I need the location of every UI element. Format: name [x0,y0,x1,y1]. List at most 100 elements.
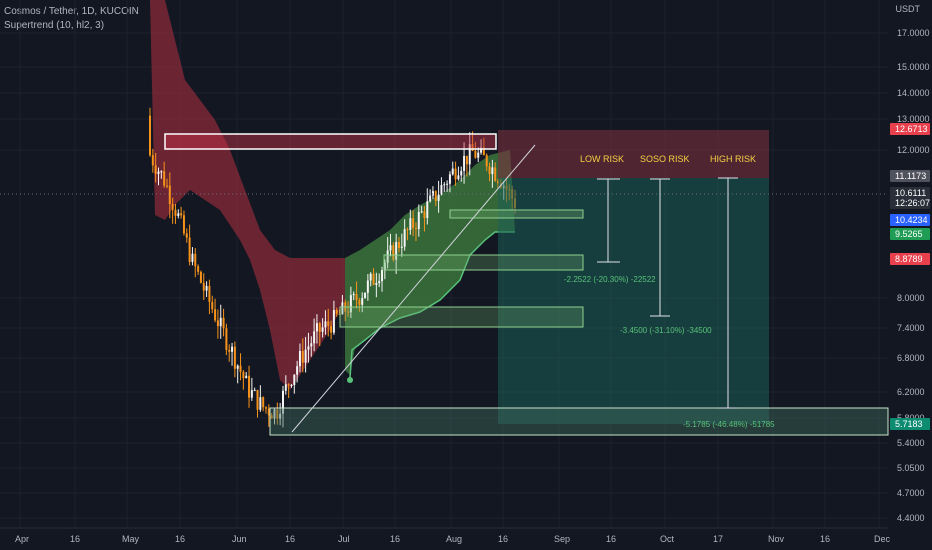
candle-body [188,237,191,262]
time-tick-label: 17 [713,534,723,544]
resistance-box[interactable] [164,133,497,150]
price-badge-value: 12.6713 [895,124,928,134]
time-tick-label: Dec [874,534,891,544]
price-badge [890,123,930,135]
candle-body [403,229,406,247]
price-badge-timer: 12:26:07 [895,198,930,208]
soso-risk-label: SOSO RISK [640,154,690,164]
support-box-3[interactable] [339,306,584,328]
candle-body [276,409,279,419]
measure-arrows [597,177,738,409]
support-box-1[interactable] [449,209,584,219]
time-tick-label: Aug [446,534,462,544]
time-tick-label: Jul [338,534,350,544]
candle-body [219,317,222,327]
price-badge-value: 9.5265 [895,229,923,239]
supertrend-down-zone [150,0,345,390]
candle-body [202,282,205,291]
candle-body [409,218,412,230]
price-badge-value: 10.4234 [895,215,928,225]
candle-body [330,325,333,333]
candle-body [443,184,446,186]
high-risk-label: HIGH RISK [710,154,756,164]
candle-body [296,366,299,375]
price-axis[interactable]: 17.0000 15.0000 14.0000 13.0000 12.0000 8.000… [897,28,930,523]
time-tick-label: Oct [660,534,675,544]
candle-body [304,349,307,363]
support-box-2[interactable] [383,254,584,271]
candle-body [480,147,483,153]
candle-body [270,415,273,419]
candle-body [231,346,234,352]
measure-soso-risk: -3.4500 (-31.10%) -34500 [620,326,712,335]
candle-body [341,302,344,315]
time-axis[interactable]: Apr 16 May 16 Jun 16 Jul 16 Aug 16 Sep 16 Oct 17 Nov 16… [0,527,891,544]
candle-body [236,365,239,369]
candle-body [332,310,335,333]
price-badge [890,228,930,240]
time-tick-label: Nov [768,534,785,544]
candle-body [471,144,474,151]
candle-body [392,245,395,260]
candle-body [253,390,256,392]
candle-body [412,218,415,228]
ascending-trendline[interactable] [291,144,536,433]
price-tick-label: 13.0000 [897,114,930,124]
price-badge [890,418,930,430]
candle-body [406,229,409,231]
candle-body [245,375,248,379]
price-tick-label: 4.4000 [897,513,925,523]
candle-body [400,246,403,248]
candle-body [225,328,228,350]
candle-body [216,320,219,327]
candle-body [165,185,168,187]
candle-body [426,201,429,218]
candle-body [293,374,296,385]
candle-body [372,273,375,285]
price-badge-value: 8.8789 [895,254,923,264]
candle-body [474,150,477,158]
candle-body [208,285,211,302]
candle-body [448,174,451,184]
low-risk-label: LOW RISK [580,154,624,164]
candle-body [358,300,361,305]
candle-body [149,115,151,156]
candle-body [307,346,310,350]
support-box-4[interactable] [269,407,889,436]
time-tick-label: 16 [285,534,295,544]
target-zone [498,178,769,424]
candle-body [366,280,369,293]
candle-body [381,270,384,282]
chart-symbol-title[interactable]: Cosmos / Tether, 1D, KUCOIN [4,6,139,17]
candle-body [284,384,287,391]
time-tick-label: 16 [390,534,400,544]
supertrend-indicator-label[interactable]: Supertrend (10, hl2, 3) [4,20,105,31]
price-badge [890,214,930,226]
price-badge-value: 10.6111 [895,188,926,198]
candle-body [180,213,183,216]
candle-body [468,144,471,165]
time-tick-label: May [122,534,140,544]
candle-body [457,175,460,180]
time-tick-label: 16 [820,534,830,544]
candle-body [315,323,318,332]
candle-body [256,390,259,410]
candle-body [397,242,400,248]
time-tick-label: 16 [175,534,185,544]
candle-body [259,397,262,410]
price-tick-label: 12.0000 [897,145,930,155]
candle-body [233,346,236,369]
stop-loss-zone [498,130,769,178]
measure-high-risk: -5.1785 (-46.48%) -51785 [683,420,775,429]
candlesticks [149,107,516,428]
candle-body [361,297,364,305]
candle-body [437,194,440,201]
candle-body [250,390,253,398]
candle-body [488,166,491,175]
candle-body [248,375,251,398]
candle-body [151,155,154,166]
candle-body [465,155,468,165]
candle-body [491,167,494,175]
